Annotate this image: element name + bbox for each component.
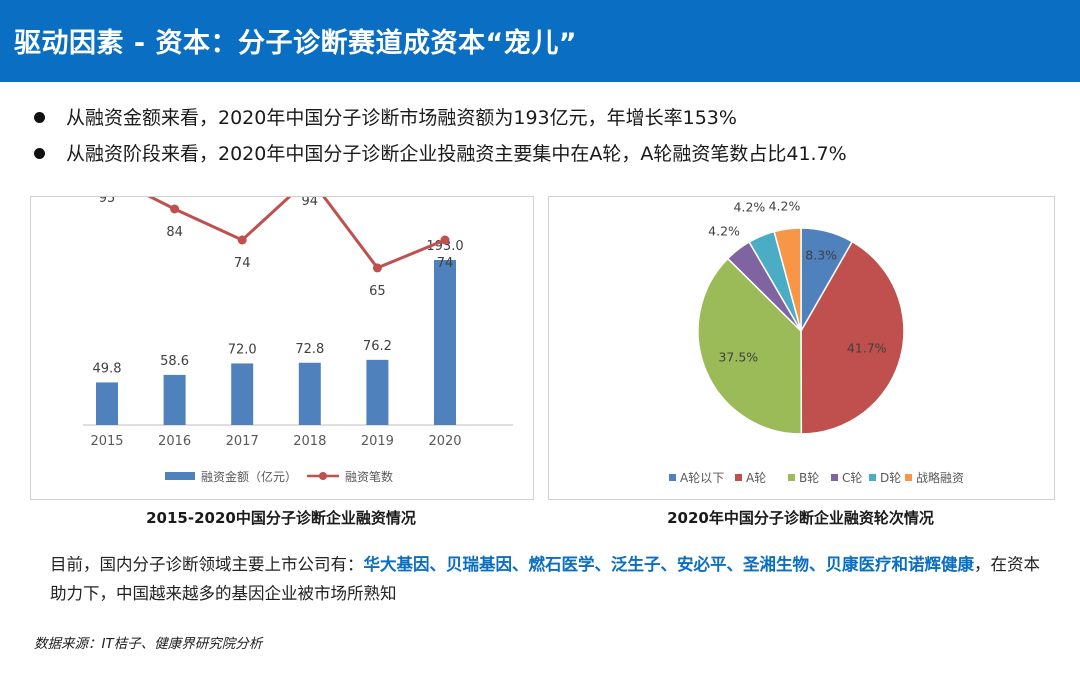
x-tick-2017: 2017 xyxy=(226,434,259,449)
legend-bar-label: 融资金额（亿元） xyxy=(201,469,297,484)
legend-line-label: 融资笔数 xyxy=(345,469,393,484)
bar-line-chart: 49.8 2015 58.6 2016 72.0 2017 72.8 2018 76.2 2019… xyxy=(83,197,513,484)
bar-2016 xyxy=(163,374,186,425)
legend-swatch-A轮 xyxy=(735,474,742,481)
line-label-2019: 65 xyxy=(369,284,386,299)
bullet-item: 从融资金额来看，2020年中国分子诊断市场融资额为193亿元，年增长率153% xyxy=(34,104,847,140)
bullet-text: 从融资阶段来看，2020年中国分子诊断企业投融资主要集中在A轮，A轮融资笔数占比… xyxy=(66,143,847,165)
pie-label-B轮: 37.5% xyxy=(718,349,758,364)
legend-label-C轮: C轮 xyxy=(842,471,862,485)
line-point-2016 xyxy=(170,204,180,214)
legend-swatch-D轮 xyxy=(869,474,876,481)
line-point-2017 xyxy=(237,235,247,245)
bar-label-2017: 72.0 xyxy=(228,342,257,357)
legend-label-A轮: A轮 xyxy=(746,471,766,485)
x-tick-2020: 2020 xyxy=(428,434,461,449)
pie-slice-B轮 xyxy=(697,257,803,435)
bar-2019 xyxy=(366,359,389,425)
right-chart-caption: 2020年中国分子诊断企业融资轮次情况 xyxy=(667,509,934,527)
line-series-path xyxy=(147,197,446,270)
line-label-2018: 94 xyxy=(302,197,319,209)
pie-slice-战略融资 xyxy=(773,227,802,332)
bar-2018 xyxy=(298,362,321,425)
legend-line-marker xyxy=(319,472,327,480)
legend-label-A轮以下: A轮以下 xyxy=(680,471,724,485)
line-label-2017: 74 xyxy=(234,256,251,271)
bar-2020 xyxy=(434,260,456,425)
pie-label-A轮: 41.7% xyxy=(847,340,887,355)
legend-swatch-C轮 xyxy=(831,474,838,481)
pie-chart: 8.3%41.7%37.5%4.2%4.2% 4.2%A轮以下 A轮 B轮 C轮 D轮 战略… xyxy=(669,198,964,485)
bullet-dot-icon xyxy=(34,112,45,123)
bullet-text: 从融资金额来看，2020年中国分子诊断市场融资额为193亿元，年增长率153% xyxy=(66,107,737,129)
line-point-2020 xyxy=(440,235,450,245)
x-tick-2018: 2018 xyxy=(293,434,326,449)
pie-chart-panel: 8.3% 41.7% 37.5% 4.2% 4.2% 4.2% A轮以下 A轮 B轮 C轮 D轮 战略… xyxy=(548,196,1055,500)
bar-label-2019: 76.2 xyxy=(363,339,392,354)
legend-label-B轮: B轮 xyxy=(799,471,819,485)
line-label-2020: 74 xyxy=(437,256,454,271)
bullet-list: 从融资金额来看，2020年中国分子诊断市场融资额为193亿元，年增长率153% … xyxy=(34,104,847,176)
pie-label-D轮: 4.2% xyxy=(734,199,766,214)
bar-line-chart-panel: 49.8 2015 58.6 2016 72.0 2017 72.8 2018 76.2 2019… xyxy=(30,196,534,500)
note-companies: 华大基因、贝瑞基因、燃石医学、泛生子、安必平、圣湘生物、贝康医疗和诺辉健康 xyxy=(363,555,975,574)
x-tick-2019: 2019 xyxy=(361,434,394,449)
title-banner: 驱动因素 - 资本：分子诊断赛道成资本“宠儿” xyxy=(0,0,1080,82)
pie-label-A轮以下: 8.3% xyxy=(805,247,837,262)
data-source: 数据来源：IT桔子、健康界研究院分析 xyxy=(34,636,263,652)
note-suffix: ，在资本助力下，中国越来越多的基因企业被市场所熟知 xyxy=(50,555,1040,603)
note-prefix: 目前，国内分子诊断领域主要上市公司有： xyxy=(50,555,364,574)
x-tick-2015: 2015 xyxy=(90,434,123,449)
legend-swatch-B轮 xyxy=(788,474,795,481)
bar-label-2015: 49.8 xyxy=(93,361,122,376)
line-point-2019 xyxy=(372,263,382,273)
legend-label-D轮: D轮 xyxy=(880,471,901,485)
bar-label-2018: 72.8 xyxy=(295,342,324,357)
bullet-item: 从融资阶段来看，2020年中国分子诊断企业投融资主要集中在A轮，A轮融资笔数占比… xyxy=(34,140,847,176)
legend-bar-swatch xyxy=(165,472,195,480)
listed-companies-note: 目前，国内分子诊断领域主要上市公司有：华大基因、贝瑞基因、燃石医学、泛生子、安必… xyxy=(50,550,1040,608)
pie-label-战略融资: 4.2% xyxy=(769,198,801,213)
line-label-2015: 95 xyxy=(99,197,116,206)
bar-label-2016: 58.6 xyxy=(160,354,189,369)
bar-2015 xyxy=(96,382,118,425)
pie-label-C轮: 4.2% xyxy=(708,224,740,239)
legend-label-战略融资: 战略融资 xyxy=(916,470,964,485)
pie-slice-A轮 xyxy=(800,240,905,435)
left-chart-caption: 2015-2020中国分子诊断企业融资情况 xyxy=(146,509,416,527)
x-tick-2016: 2016 xyxy=(158,434,191,449)
line-label-2016: 84 xyxy=(166,225,183,240)
legend-swatch-战略融资 xyxy=(905,474,912,481)
legend-swatch-A轮以下 xyxy=(669,474,676,481)
bullet-dot-icon xyxy=(34,148,45,159)
page-title: 驱动因素 - 资本：分子诊断赛道成资本“宠儿” xyxy=(14,28,577,59)
bar-2017 xyxy=(231,363,254,425)
